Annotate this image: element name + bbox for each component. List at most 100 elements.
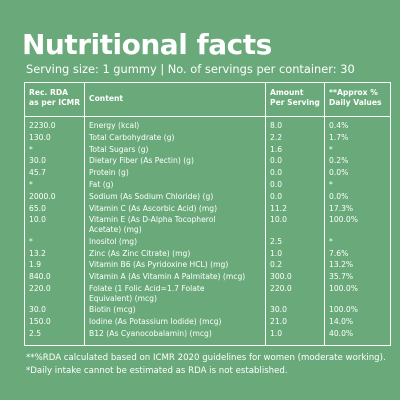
header-approx-line-1: **Approx %	[329, 88, 378, 97]
daily-value-percent: 100.0%	[329, 283, 358, 293]
nutrient-name-line: Inositol (mg)	[89, 236, 138, 246]
nutrient-name-line: Iodine (As Potassium Iodide) (mcg)	[89, 317, 222, 327]
daily-value-percent: *	[329, 179, 333, 189]
nutrient-name: Vitamin A (As Vitamin A Palmitate) (mcg)	[89, 272, 245, 282]
nutrient-name-line: Energy (kcal)	[89, 121, 140, 130]
nutrient-name-line: Biotin (mcg)	[89, 305, 136, 315]
daily-value-percent: 0.4%	[329, 121, 349, 130]
daily-value-percent: 100.0%	[329, 305, 358, 315]
rda-value: 10.0	[29, 215, 46, 225]
rda-value: 45.7	[29, 168, 46, 178]
header-rda-line-1: Rec. RDA	[29, 88, 69, 97]
rda-value: 2000.0	[29, 191, 56, 201]
nutrient-name: Dietary Fiber (As Pectin) (g)	[89, 156, 194, 166]
nutrient-name-line: Vitamin C (As Ascorbic Acid) (mg)	[89, 203, 218, 213]
amount-per-serving: 300.0	[270, 272, 292, 282]
nutrient-name-line: Protein (g)	[89, 168, 129, 178]
amount-per-serving: 2.5	[270, 236, 283, 246]
amount-per-serving: 10.0	[270, 215, 287, 225]
rda-value: 220.0	[29, 283, 51, 293]
table-row: * Fat (g) 0.0 *	[25, 180, 390, 192]
nutrition-table: Rec. RDA as per ICMR Content Amount Per …	[24, 82, 391, 346]
nutrient-name: Total Sugars (g)	[89, 145, 149, 155]
daily-value-percent: 0.0%	[329, 191, 349, 201]
page-title: Nutritional facts	[22, 28, 272, 61]
header-rda-line-2: as per ICMR	[29, 98, 81, 107]
table-row: 65.0 Vitamin C (As Ascorbic Acid) (mg) 11.…	[25, 204, 390, 216]
rda-value: 150.0	[29, 317, 51, 327]
table-row: 1.9 Vitamin B6 (As Pyridoxine HCL) (mg) 0.…	[25, 260, 390, 272]
column-divider	[265, 83, 266, 345]
daily-value-percent: 40.0%	[329, 328, 354, 338]
table-row: 10.0 Vitamin E (As D-Alpha Tocopherol Acet…	[25, 215, 390, 236]
daily-value-percent: 17.3%	[329, 203, 354, 213]
table-row: 30.0 Dietary Fiber (As Pectin) (g) 0.0 0.2%	[25, 156, 390, 168]
rda-value: 30.0	[29, 156, 46, 166]
nutrient-name: B12 (As Cyanocobalamin) (mcg)	[89, 329, 212, 339]
daily-value-percent: 14.0%	[329, 317, 354, 327]
table-row: 840.0 Vitamin A (As Vitamin A Palmitate) …	[25, 272, 390, 284]
header-amount-line-2: Per Serving	[270, 98, 320, 107]
nutrient-name: Zinc (As Zinc Citrate) (mg)	[89, 249, 190, 259]
table-row: 45.7 Protein (g) 0.0 0.0%	[25, 168, 390, 180]
table-row: 2.5 B12 (As Cyanocobalamin) (mcg) 1.0 40.0%	[25, 329, 390, 341]
rda-value: 2230.0	[29, 121, 56, 130]
table-row: 130.0 Total Carbohydrate (g) 2.2 1.7%	[25, 133, 390, 145]
table-row: 220.0 Folate (1 Folic Acid=1.7 Folate Equi…	[25, 284, 390, 305]
daily-value-percent: 13.2%	[329, 260, 354, 270]
table-row: 30.0 Biotin (mcg) 30.0 100.0%	[25, 305, 390, 317]
rda-value: 65.0	[29, 203, 46, 213]
rda-value: 130.0	[29, 132, 51, 142]
rda-value: *	[29, 144, 33, 154]
nutrient-name: Fat (g)	[89, 180, 113, 190]
table-row: 13.2 Zinc (As Zinc Citrate) (mg) 1.0 7.6%	[25, 249, 390, 261]
amount-per-serving: 1.6	[270, 144, 283, 154]
footnotes: **%RDA calculated based on ICMR 2020 gui…	[26, 352, 386, 378]
nutrient-name-line: Folate (1 Folic Acid=1.7 Folate	[89, 283, 205, 293]
nutrient-name-line: Vitamin A (As Vitamin A Palmitate) (mcg)	[89, 272, 246, 282]
amount-per-serving: 2.2	[270, 132, 283, 142]
amount-per-serving: 0.0	[270, 179, 283, 189]
daily-value-percent: 0.2%	[329, 156, 349, 166]
nutrient-name: Vitamin C (As Ascorbic Acid) (mg)	[89, 204, 217, 214]
table-row: 2000.0 Sodium (As Sodium Chloride) (g) 0.0…	[25, 192, 390, 204]
header-rda: Rec. RDA as per ICMR	[29, 88, 80, 108]
table-body: 2230.0 Energy (kcal) 8.0 0.4% 130.0 Total Car…	[25, 117, 390, 345]
nutrient-name: Vitamin E (As D-Alpha Tocopherol Acetate)…	[89, 215, 216, 234]
nutrient-name-line: Sodium (As Sodium Chloride) (g)	[89, 191, 214, 201]
nutrient-name-line: Total Sugars (g)	[89, 144, 149, 154]
amount-per-serving: 21.0	[270, 317, 287, 327]
amount-per-serving: 1.0	[270, 328, 283, 338]
rda-value: *	[29, 179, 33, 189]
daily-value-percent: 0.0%	[329, 168, 349, 178]
header-content: Content	[89, 94, 124, 103]
daily-value-percent: 1.7%	[329, 132, 349, 142]
nutrient-name-line: Vitamin E (As D-Alpha Tocopherol	[89, 215, 216, 225]
rda-value: 13.2	[29, 248, 46, 258]
table-header: Rec. RDA as per ICMR Content Amount Per …	[25, 83, 390, 117]
nutrient-name: Energy (kcal)	[89, 121, 139, 131]
daily-value-percent: *	[329, 144, 333, 154]
amount-per-serving: 0.0	[270, 156, 283, 166]
nutrient-name: Sodium (As Sodium Chloride) (g)	[89, 192, 213, 202]
nutrient-name: Folate (1 Folic Acid=1.7 Folate Equivalen…	[89, 284, 205, 303]
daily-value-percent: 35.7%	[329, 272, 354, 282]
daily-value-percent: 7.6%	[329, 248, 349, 258]
amount-per-serving: 8.0	[270, 121, 283, 130]
nutrient-name-line: Equivalent) (mcg)	[89, 293, 157, 303]
daily-value-percent: 100.0%	[329, 215, 358, 225]
amount-per-serving: 0.0	[270, 191, 283, 201]
rda-value: 1.9	[29, 260, 42, 270]
nutrient-name-line: Acetate) (mg)	[89, 224, 142, 234]
header-amount: Amount Per Serving	[270, 88, 320, 108]
table-row: * Inositol (mg) 2.5 *	[25, 237, 390, 249]
table-row: * Total Sugars (g) 1.6 *	[25, 145, 390, 157]
footnote-daily-intake: *Daily intake cannot be estimated as RDA…	[26, 366, 288, 376]
nutrient-name-line: Zinc (As Zinc Citrate) (mg)	[89, 248, 191, 258]
table-row: 150.0 Iodine (As Potassium Iodide) (mcg) 2…	[25, 317, 390, 329]
rda-value: 2.5	[29, 328, 42, 338]
rda-value: *	[29, 236, 33, 246]
nutrient-name: Vitamin B6 (As Pyridoxine HCL) (mg)	[89, 260, 228, 270]
amount-per-serving: 0.0	[270, 168, 283, 178]
header-approx: **Approx % Daily Values	[329, 88, 382, 108]
